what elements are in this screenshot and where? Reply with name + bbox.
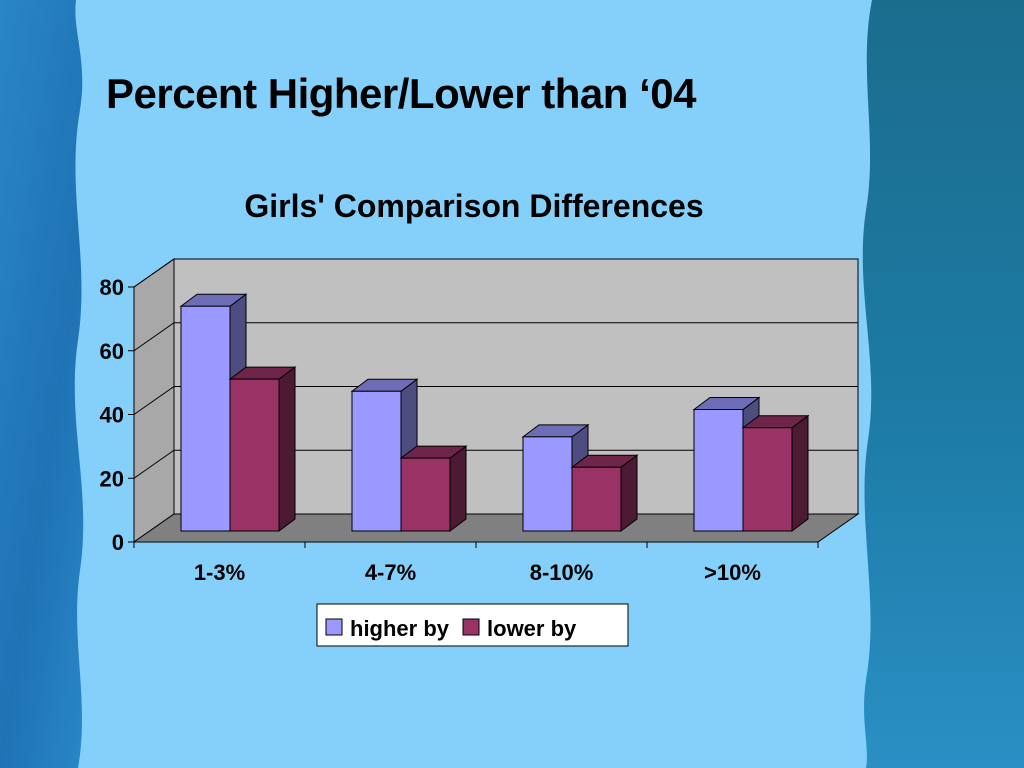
- x-tick-label: 8-10%: [530, 560, 594, 585]
- y-axis: 0 20 40 60 80: [100, 275, 135, 555]
- x-axis: 1-3% 4-7% 8-10% >10%: [133, 541, 819, 585]
- bar-lower-by-1: [228, 366, 297, 532]
- y-tick-label: 20: [100, 466, 124, 491]
- x-tick-label: 1-3%: [194, 560, 245, 585]
- y-tick-label: 0: [112, 530, 124, 555]
- legend-label: higher by: [350, 616, 450, 641]
- slide-title: Percent Higher/Lower than ‘04: [106, 70, 697, 117]
- y-tick-label: 60: [100, 339, 124, 364]
- bar-lower-by-3: [570, 454, 639, 532]
- legend-swatch: [462, 618, 480, 636]
- x-tick-label: 4-7%: [365, 560, 416, 585]
- bar-lower-by-4: [741, 414, 810, 532]
- legend-swatch: [325, 618, 343, 636]
- legend-item-lower-by[interactable]: lower by: [462, 616, 577, 641]
- gridline: [133, 258, 858, 288]
- x-tick-label: >10%: [704, 560, 761, 585]
- legend-label: lower by: [487, 616, 577, 641]
- bar-lower-by-2: [399, 445, 468, 532]
- chart-title: Girls' Comparison Differences: [244, 188, 703, 224]
- y-tick-label: 80: [100, 275, 124, 300]
- legend-box: [316, 603, 629, 647]
- plot-area: [132, 258, 860, 543]
- legend[interactable]: higher by lower by: [316, 603, 629, 647]
- gridline: [133, 322, 858, 352]
- gridline: [133, 449, 858, 479]
- legend-item-higher-by[interactable]: higher by: [325, 616, 450, 641]
- gridline: [133, 386, 858, 415]
- y-tick-label: 40: [100, 403, 124, 428]
